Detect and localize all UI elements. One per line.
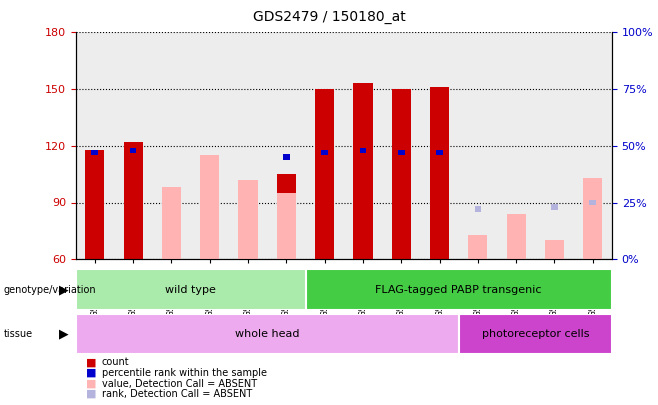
Text: FLAG-tagged PABP transgenic: FLAG-tagged PABP transgenic	[376, 285, 542, 294]
Bar	[315, 89, 334, 259]
Text: ■: ■	[86, 379, 96, 388]
Text: wild type: wild type	[165, 285, 216, 294]
Bar	[238, 180, 258, 259]
Text: photoreceptor cells: photoreceptor cells	[482, 329, 589, 339]
Bar	[162, 188, 181, 259]
Bar	[420, 32, 459, 259]
Bar	[191, 32, 229, 259]
Bar	[545, 240, 564, 259]
Text: GDS2479 / 150180_at: GDS2479 / 150180_at	[253, 10, 405, 24]
Bar	[436, 150, 443, 156]
Bar	[392, 89, 411, 259]
Text: genotype/variation: genotype/variation	[3, 285, 96, 294]
Bar	[76, 269, 305, 310]
Text: ■: ■	[86, 368, 96, 378]
Text: value, Detection Call = ABSENT: value, Detection Call = ABSENT	[102, 379, 257, 388]
Bar	[200, 155, 219, 259]
Bar	[459, 32, 497, 259]
Text: ▶: ▶	[59, 328, 69, 341]
Text: ■: ■	[86, 358, 96, 367]
Bar	[468, 234, 488, 259]
Bar	[590, 200, 596, 205]
Bar	[321, 150, 328, 156]
Bar	[86, 149, 105, 259]
Text: ▶: ▶	[59, 283, 69, 296]
Bar	[353, 83, 372, 259]
Bar	[229, 32, 267, 259]
Bar	[91, 150, 98, 156]
Bar	[76, 32, 114, 259]
Bar	[551, 204, 558, 210]
Bar	[277, 193, 296, 259]
Bar	[267, 32, 305, 259]
Text: ■: ■	[86, 389, 96, 399]
Bar	[360, 147, 367, 153]
Bar	[305, 32, 343, 259]
Bar	[114, 32, 152, 259]
Bar	[574, 32, 612, 259]
Bar	[398, 150, 405, 156]
Text: tissue: tissue	[3, 329, 32, 339]
Bar	[474, 207, 481, 212]
Bar	[507, 214, 526, 259]
Bar	[382, 32, 420, 259]
Text: rank, Detection Call = ABSENT: rank, Detection Call = ABSENT	[102, 389, 252, 399]
Bar	[459, 314, 612, 354]
Bar	[76, 314, 459, 354]
Bar	[283, 154, 290, 160]
Text: whole head: whole head	[235, 329, 299, 339]
Bar	[430, 87, 449, 259]
Text: count: count	[102, 358, 130, 367]
Bar	[152, 32, 191, 259]
Bar	[497, 32, 536, 259]
Text: percentile rank within the sample: percentile rank within the sample	[102, 368, 267, 378]
Bar	[305, 269, 612, 310]
Bar	[124, 142, 143, 259]
Bar	[130, 147, 136, 153]
Bar	[277, 174, 296, 259]
Bar	[536, 32, 574, 259]
Bar	[583, 178, 602, 259]
Bar	[343, 32, 382, 259]
